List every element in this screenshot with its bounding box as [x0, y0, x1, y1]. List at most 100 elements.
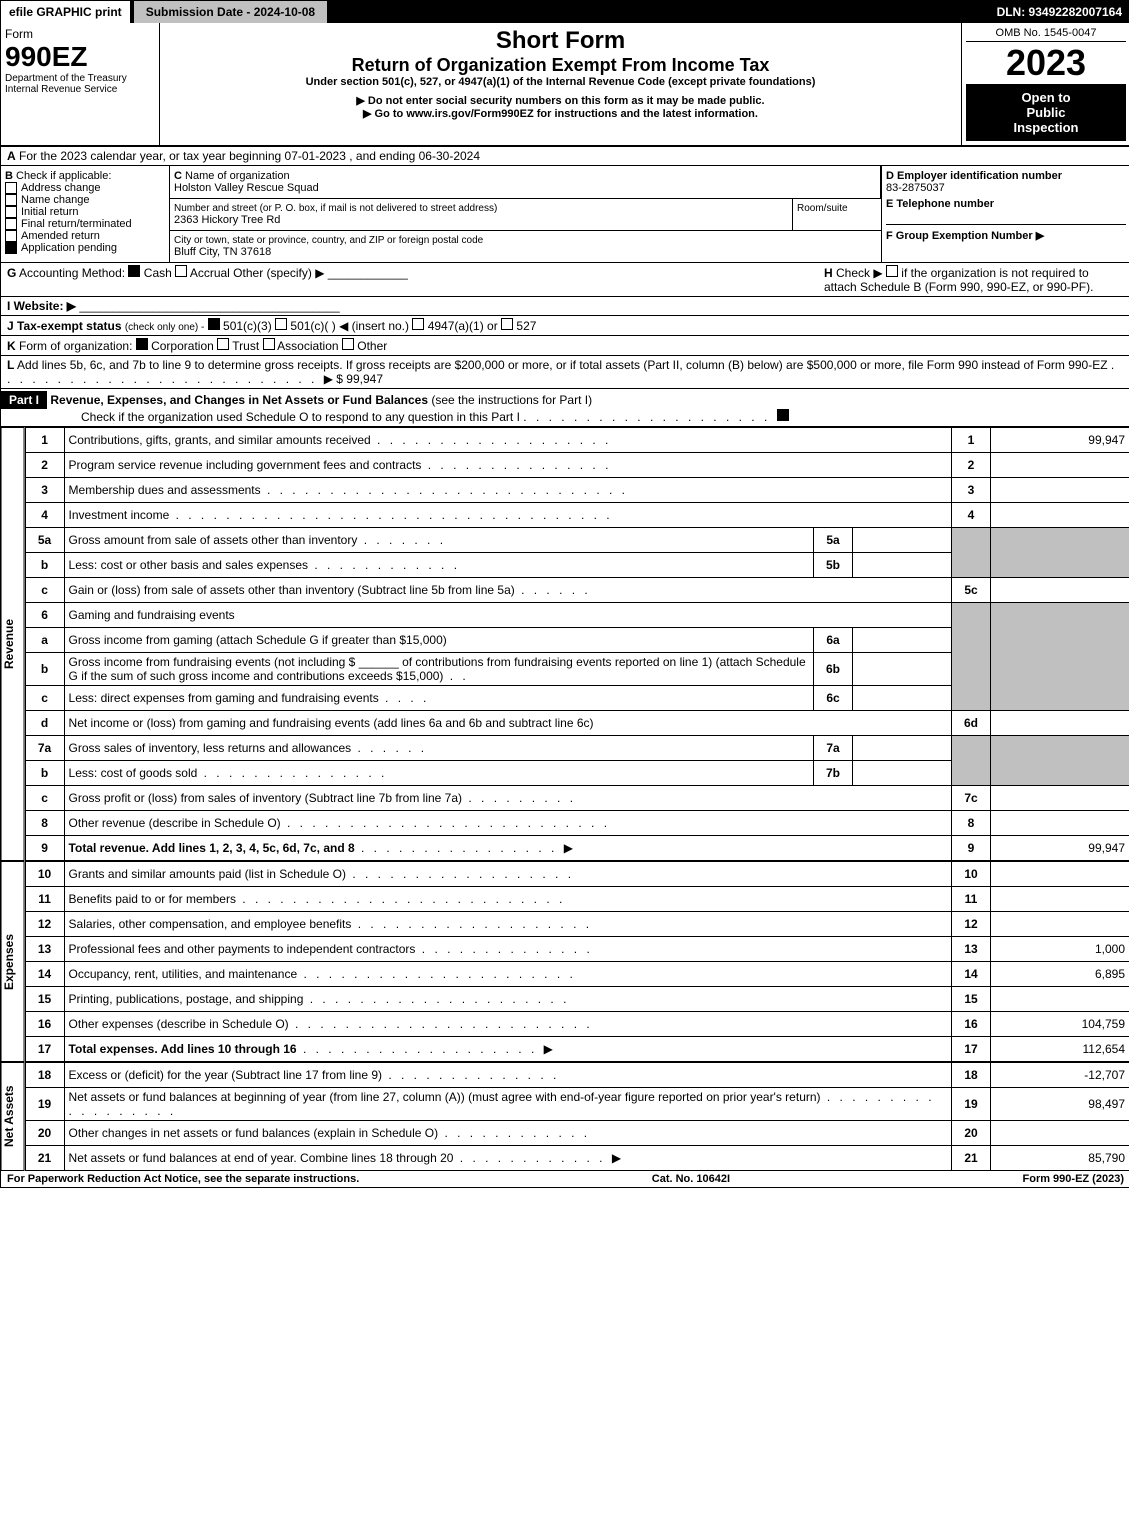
l13-val: 1,000 — [991, 937, 1129, 962]
street-label: Number and street (or P. O. box, if mail… — [174, 203, 788, 214]
final-return: Final return/terminated — [21, 218, 132, 230]
label-f: F Group Exemption Number ▶ — [886, 230, 1044, 242]
ein: 83-2875037 — [886, 182, 1126, 194]
l6a-desc: Gross income from gaming (attach Schedul… — [69, 633, 447, 647]
l20-val — [991, 1121, 1129, 1146]
l19-n: 19 — [952, 1088, 991, 1121]
cb-pending[interactable] — [5, 242, 17, 254]
l21-n: 21 — [952, 1146, 991, 1171]
cb-address[interactable] — [5, 182, 17, 194]
header-left: Form 990EZ Department of the Treasury In… — [1, 23, 160, 145]
l7b-m: 7b — [814, 761, 853, 786]
name-label: Name of organization — [185, 170, 290, 182]
part1-header-row: Part I Revenue, Expenses, and Changes in… — [1, 389, 1129, 427]
room-suite: Room/suite — [793, 199, 881, 230]
l20-desc: Other changes in net assets or fund bala… — [69, 1126, 439, 1140]
check-if: Check if applicable: — [16, 170, 111, 182]
l4-val — [991, 503, 1129, 528]
l21-desc: Net assets or fund balances at end of ye… — [69, 1151, 454, 1165]
cb-other[interactable] — [342, 338, 354, 350]
form-page: efile GRAPHIC print Submission Date - 20… — [0, 0, 1129, 1188]
l5c-n: 5c — [952, 578, 991, 603]
l16-n: 16 — [952, 1012, 991, 1037]
goto-link[interactable]: ▶ Go to www.irs.gov/Form990EZ for instru… — [164, 107, 957, 120]
open3: Inspection — [972, 120, 1120, 135]
expenses-section: Expenses 10Grants and similar amounts pa… — [1, 861, 1129, 1062]
form-number: 990EZ — [5, 41, 155, 73]
j-opt1: 501(c)(3) — [223, 319, 272, 333]
l6d-desc: Net income or (loss) from gaming and fun… — [69, 716, 594, 730]
section-de: D Employer identification number 83-2875… — [881, 166, 1129, 262]
cb-cash[interactable] — [128, 265, 140, 277]
l9-n: 9 — [952, 836, 991, 861]
cb-final[interactable] — [5, 218, 17, 230]
l1-val: 99,947 — [991, 428, 1129, 453]
l18-n: 18 — [952, 1063, 991, 1088]
cb-trust[interactable] — [217, 338, 229, 350]
part1-title: Revenue, Expenses, and Changes in Net As… — [50, 393, 428, 407]
cb-initial[interactable] — [5, 206, 17, 218]
l12-n: 12 — [952, 912, 991, 937]
other-specify: Other (specify) ▶ — [233, 266, 324, 280]
l21-arrow: ▶ — [612, 1151, 621, 1165]
label-g: G — [7, 266, 16, 280]
label-k: K — [7, 339, 16, 353]
l5c-desc: Gain or (loss) from sale of assets other… — [69, 583, 515, 597]
l13-desc: Professional fees and other payments to … — [69, 942, 416, 956]
form-header: Form 990EZ Department of the Treasury In… — [1, 23, 1129, 147]
address-change: Address change — [21, 182, 101, 194]
cb-amended[interactable] — [5, 230, 17, 242]
l15-val — [991, 987, 1129, 1012]
cb-part1[interactable] — [777, 409, 789, 421]
ssn-note: ▶ Do not enter social security numbers o… — [164, 94, 957, 107]
section-c-city: City or town, state or province, country… — [170, 231, 881, 262]
j-opt2: 501(c)( ) — [290, 319, 335, 333]
l14-val: 6,895 — [991, 962, 1129, 987]
l11-n: 11 — [952, 887, 991, 912]
l7a-m: 7a — [814, 736, 853, 761]
section-l: L Add lines 5b, 6c, and 7b to line 9 to … — [1, 356, 1129, 389]
l10-desc: Grants and similar amounts paid (list in… — [69, 867, 346, 881]
cb-501c3[interactable] — [208, 318, 220, 330]
cb-4947[interactable] — [412, 318, 424, 330]
cb-assoc[interactable] — [263, 338, 275, 350]
l6b-m: 6b — [814, 653, 853, 686]
l15-desc: Printing, publications, postage, and shi… — [69, 992, 304, 1006]
city: Bluff City, TN 37618 — [174, 246, 877, 258]
l16-desc: Other expenses (describe in Schedule O) — [69, 1017, 289, 1031]
label-i: I Website: ▶ — [7, 299, 76, 313]
l10-val — [991, 862, 1129, 887]
l2-desc: Program service revenue including govern… — [69, 458, 422, 472]
cb-501c[interactable] — [275, 318, 287, 330]
amended-return: Amended return — [21, 230, 100, 242]
street: 2363 Hickory Tree Rd — [174, 214, 788, 226]
omb-number: OMB No. 1545-0047 — [966, 27, 1126, 42]
l12-desc: Salaries, other compensation, and employ… — [69, 917, 352, 931]
l6-desc: Gaming and fundraising events — [69, 608, 235, 622]
l9-val: 99,947 — [991, 836, 1129, 861]
k-trust: Trust — [232, 339, 259, 353]
l19-val: 98,497 — [991, 1088, 1129, 1121]
l7c-desc: Gross profit or (loss) from sales of inv… — [69, 791, 462, 805]
cb-527[interactable] — [501, 318, 513, 330]
l10-n: 10 — [952, 862, 991, 887]
label-b: B — [5, 170, 13, 182]
l9-arrow: ▶ — [564, 841, 573, 855]
section-b: B Check if applicable: Address change Na… — [1, 166, 170, 262]
cb-name[interactable] — [5, 194, 17, 206]
cb-accrual[interactable] — [175, 265, 187, 277]
l16-val: 104,759 — [991, 1012, 1129, 1037]
k-corp: Corporation — [151, 339, 214, 353]
l17-desc: Total expenses. Add lines 10 through 16 — [69, 1042, 297, 1056]
l20-n: 20 — [952, 1121, 991, 1146]
h-check: Check ▶ — [836, 266, 883, 280]
efile-label: efile GRAPHIC print — [1, 1, 130, 23]
cash: Cash — [144, 266, 172, 280]
l17-n: 17 — [952, 1037, 991, 1062]
l3-val — [991, 478, 1129, 503]
label-c: C — [174, 170, 182, 182]
cb-corp[interactable] — [136, 338, 148, 350]
cb-h[interactable] — [886, 265, 898, 277]
form-label: Form — [5, 27, 155, 41]
label-j: J Tax-exempt status — [7, 319, 122, 333]
